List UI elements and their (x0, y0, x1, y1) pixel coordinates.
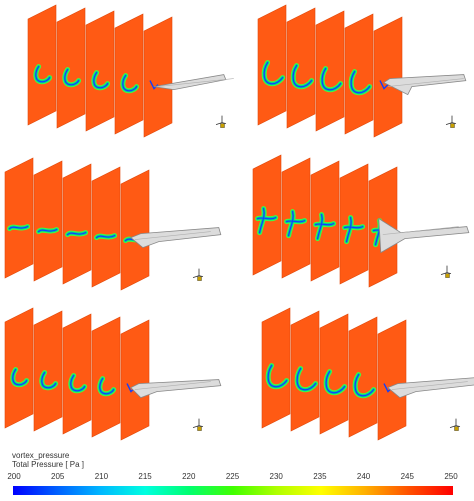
wing-blade (130, 379, 222, 399)
vortex-core (323, 369, 348, 396)
vortex-core (10, 367, 30, 388)
vortex-core (284, 209, 308, 239)
pressure-slice (373, 16, 403, 138)
wing-blade (130, 227, 222, 249)
vortex-core (7, 224, 31, 232)
axis-triad-icon (440, 265, 452, 278)
pressure-slice (339, 163, 369, 285)
vortex-core (290, 63, 315, 90)
pressure-slice (261, 307, 291, 429)
pressure-slice (143, 16, 173, 138)
vortex-core (33, 64, 53, 85)
vortex-core (352, 372, 377, 399)
vortex-core (313, 212, 337, 242)
pressure-slice (91, 166, 121, 288)
vortex-core (91, 70, 111, 91)
vortex-core (36, 227, 60, 235)
vortex-core (265, 363, 290, 390)
wing-blade (387, 377, 474, 399)
colorbar-tick-label: 210 (94, 472, 109, 481)
pressure-slice (310, 160, 340, 282)
pressure-slice (286, 7, 316, 129)
colorbar-tick-label: 230 (269, 472, 283, 481)
simulation-panel (27, 4, 234, 138)
axis-triad-icon (449, 418, 461, 431)
pressure-slice (33, 160, 63, 282)
colorbar-tick-label: 245 (400, 472, 414, 481)
simulation-panel (4, 307, 222, 441)
colorbar-tick-label: 215 (138, 472, 152, 481)
vortex-core (348, 69, 373, 96)
vortex-core (120, 73, 140, 94)
wing-blade (383, 74, 467, 96)
pressure-slice (27, 4, 57, 126)
colorbar-tick-label: 200 (7, 472, 21, 481)
simulation-panel (261, 307, 474, 441)
legend-variable-name: vortex_pressure (12, 451, 70, 460)
wing-blade (153, 74, 234, 91)
pressure-slice (56, 7, 86, 129)
pressure-slice (85, 10, 115, 132)
pressure-slice (120, 169, 150, 291)
pressure-slice (62, 313, 92, 435)
colorbar-gradient (13, 486, 453, 495)
colorbar-tick-label: 250 (444, 472, 458, 481)
vortex-core (342, 215, 366, 245)
vortex-core (68, 373, 88, 394)
pressure-slice (4, 307, 34, 429)
pressure-slice (252, 154, 282, 276)
simulation-panel (4, 157, 222, 291)
legend-quantity-label: Total Pressure [ Pa ] (12, 460, 85, 469)
pressure-slice (62, 163, 92, 285)
axis-triad-icon (445, 115, 457, 128)
axis-triad-icon (192, 418, 204, 431)
pressure-slice (315, 10, 345, 132)
vortex-core (94, 233, 118, 241)
colorbar-tick-label: 235 (313, 472, 327, 481)
vortex-core (65, 230, 89, 238)
pressure-slice (319, 313, 349, 435)
wing-blade (378, 217, 470, 254)
pressure-slice (33, 310, 63, 432)
pressure-slice (281, 157, 311, 279)
colorbar-tick-label: 220 (182, 472, 196, 481)
axis-triad-icon (192, 268, 204, 281)
axis-triad-icon (215, 115, 227, 128)
vortex-core (62, 67, 82, 88)
pressure-slice (257, 4, 287, 126)
vortex-core (97, 376, 117, 397)
colorbar-tick-label: 225 (225, 472, 240, 481)
pressure-slice (120, 319, 150, 441)
colorbar-tick-label: 205 (51, 472, 65, 481)
colorbar-tick-label: 240 (356, 472, 371, 481)
pressure-slice (114, 13, 144, 135)
pressure-slice (344, 13, 374, 135)
pressure-slice (377, 319, 407, 441)
simulation-panel (257, 4, 467, 138)
simulation-panel (252, 154, 470, 288)
pressure-slice (348, 316, 378, 438)
pressure-slice (4, 157, 34, 279)
colorbar (13, 486, 453, 495)
vortex-core (39, 370, 59, 391)
vortex-core (294, 366, 319, 393)
vortex-core (319, 66, 344, 93)
vortex-core (261, 60, 286, 87)
pressure-slice (290, 310, 320, 432)
pressure-slice (91, 316, 121, 438)
vortex-core (255, 206, 279, 236)
